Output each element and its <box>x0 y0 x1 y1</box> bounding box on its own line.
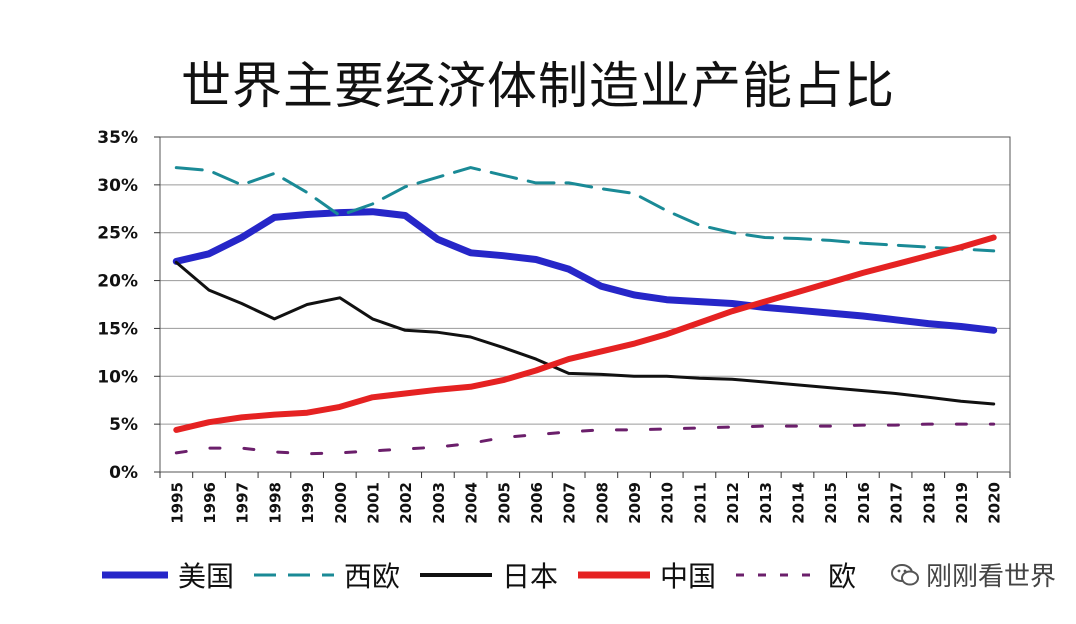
x-tick-label: 2000 <box>332 482 350 524</box>
series-line-西欧 <box>174 166 996 253</box>
x-tick-label: 2015 <box>822 482 840 524</box>
y-tick-label: 20% <box>97 272 138 292</box>
y-tick-label: 15% <box>97 319 138 339</box>
x-tick-label: 2009 <box>626 482 644 524</box>
y-tick-label: 25% <box>97 224 138 244</box>
x-tick-label: 1998 <box>266 482 284 524</box>
legend-item-west-europe: 西欧 <box>252 555 400 595</box>
legend-label-japan: 日本 <box>502 560 559 593</box>
y-tick-label: 30% <box>97 176 138 196</box>
legend: 美国 西欧 日本 中国 欧 <box>100 552 856 598</box>
x-tick-label: 2007 <box>561 482 579 524</box>
x-tick-label: 2017 <box>888 482 906 524</box>
y-tick-label: 0% <box>109 463 138 483</box>
x-tick-label: 2002 <box>397 482 415 524</box>
legend-label-usa: 美国 <box>178 560 235 593</box>
series-lines <box>172 166 998 456</box>
legend-label-west-europe: 西欧 <box>344 560 401 593</box>
x-tick-label: 2001 <box>365 482 383 524</box>
x-tick-label: 2014 <box>790 482 808 524</box>
y-tick-label: 10% <box>97 367 138 387</box>
legend-swatch-usa <box>102 571 168 579</box>
legend-swatch-japan <box>420 573 493 577</box>
series-line-美国 <box>172 208 998 334</box>
x-tick-label: 2011 <box>691 482 709 524</box>
x-tick-label: 2003 <box>430 482 448 524</box>
legend-label-china: 中国 <box>660 560 717 593</box>
x-tick-label: 2005 <box>495 482 513 524</box>
x-tick-label: 1997 <box>234 482 252 524</box>
x-tick-label: 2012 <box>724 482 742 524</box>
wechat-icon <box>890 563 919 585</box>
series-line-other <box>174 422 996 456</box>
x-tick-label: 2010 <box>659 482 677 524</box>
x-tick-label: 2018 <box>920 482 938 524</box>
x-tick-label: 1999 <box>299 482 317 524</box>
y-tick-label: 35% <box>97 128 138 148</box>
x-tick-label: 2013 <box>757 482 775 524</box>
x-tick-label: 2008 <box>593 482 611 524</box>
legend-item-china: 中国 <box>576 555 716 595</box>
legend-swatch-other <box>736 573 819 577</box>
legend-item-usa: 美国 <box>100 555 234 595</box>
watermark: 刚刚看世界 <box>890 556 1056 593</box>
y-tick-label: 5% <box>109 415 138 435</box>
chart-title: 世界主要经济体制造业产能占比 <box>181 57 895 115</box>
x-tick-label: 2020 <box>986 482 1004 524</box>
legend-item-japan: 日本 <box>418 555 558 595</box>
x-tick-label: 2016 <box>855 482 873 524</box>
x-axis-ticks: 1995 1996 1997 1998 1999 2000 2001 2002 2003 2004… <box>159 472 1011 524</box>
x-tick-label: 1996 <box>201 482 219 524</box>
legend-item-other: 欧 <box>734 555 856 595</box>
series-line-日本 <box>174 260 996 406</box>
series-line-中国 <box>173 234 997 433</box>
watermark-text: 刚刚看世界 <box>925 562 1056 592</box>
legend-swatch-china <box>578 571 651 579</box>
x-tick-label: 2006 <box>528 482 546 524</box>
x-tick-label: 1995 <box>168 482 186 524</box>
x-tick-label: 2019 <box>953 482 971 524</box>
legend-label-other: 欧 <box>828 560 857 593</box>
y-axis-ticks: 0% 5% 10% 15% 20% 25% 30% 35% <box>97 128 160 483</box>
x-tick-label: 2004 <box>463 482 481 524</box>
legend-swatch-west-europe <box>254 573 335 577</box>
